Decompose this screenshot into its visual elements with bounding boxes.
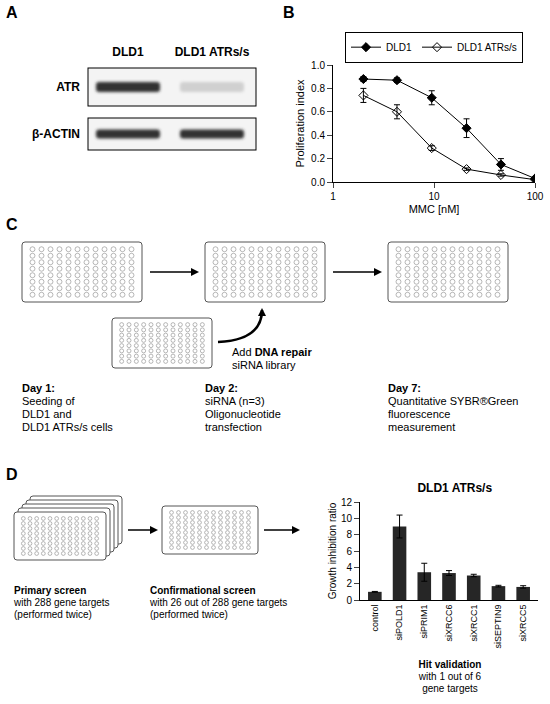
svg-text:Day 7:: Day 7: — [388, 382, 421, 394]
svg-text:D: D — [6, 466, 18, 483]
svg-text:C: C — [6, 216, 18, 233]
svg-text:Oligonucleotide: Oligonucleotide — [205, 408, 281, 420]
svg-text:Primary screen: Primary screen — [14, 585, 86, 596]
svg-text:2: 2 — [346, 578, 352, 589]
svg-text:β-ACTIN: β-ACTIN — [32, 127, 80, 141]
svg-text:fluorescence: fluorescence — [388, 408, 450, 420]
svg-text:A: A — [6, 4, 18, 21]
svg-text:B: B — [283, 4, 295, 21]
svg-text:(performed twice): (performed twice) — [14, 609, 92, 620]
svg-text:1.0: 1.0 — [311, 60, 325, 71]
svg-text:siXRCC5: siXRCC5 — [518, 605, 528, 642]
svg-text:0.4: 0.4 — [311, 130, 325, 141]
svg-text:8: 8 — [346, 529, 352, 540]
svg-text:4: 4 — [346, 562, 352, 573]
svg-text:Day 1:: Day 1: — [22, 382, 55, 394]
svg-text:(performed twice): (performed twice) — [150, 609, 228, 620]
svg-text:DLD1 ATRs/s: DLD1 ATRs/s — [175, 45, 250, 59]
svg-text:siRNA (n=3): siRNA (n=3) — [205, 395, 265, 407]
svg-text:with 288 gene targets: with 288 gene targets — [13, 597, 110, 608]
svg-text:Quantitative SYBR®Green: Quantitative SYBR®Green — [388, 395, 518, 407]
svg-text:0.6: 0.6 — [311, 106, 325, 117]
svg-text:DLD1 ATRs/s: DLD1 ATRs/s — [417, 481, 492, 495]
svg-text:Seeding of: Seeding of — [22, 395, 76, 407]
svg-text:ATR: ATR — [56, 80, 80, 94]
svg-text:Proliferation index: Proliferation index — [294, 79, 306, 168]
svg-text:0.8: 0.8 — [311, 83, 325, 94]
svg-text:DLD1 ATRs/s: DLD1 ATRs/s — [457, 42, 517, 53]
svg-text:DLD1 and: DLD1 and — [22, 408, 72, 420]
svg-text:DLD1: DLD1 — [386, 42, 412, 53]
svg-text:Day 2:: Day 2: — [205, 382, 238, 394]
svg-text:control: control — [370, 605, 380, 632]
svg-text:siPRIM1: siPRIM1 — [419, 605, 429, 639]
svg-text:12: 12 — [341, 497, 353, 508]
svg-text:Add DNA repair: Add DNA repair — [232, 346, 312, 358]
svg-text:100: 100 — [527, 191, 544, 202]
svg-text:Growth inhibition ratio: Growth inhibition ratio — [327, 502, 338, 599]
svg-text:0.0: 0.0 — [311, 177, 325, 188]
svg-text:MMC [nM]: MMC [nM] — [409, 203, 460, 215]
svg-text:DLD1 ATRs/s cells: DLD1 ATRs/s cells — [22, 421, 113, 433]
svg-text:siXRCC6: siXRCC6 — [444, 605, 454, 642]
svg-text:1: 1 — [330, 191, 336, 202]
svg-text:Confirmational screen: Confirmational screen — [150, 585, 256, 596]
svg-text:Hit validation: Hit validation — [419, 659, 482, 670]
svg-text:siXRCC1: siXRCC1 — [469, 605, 479, 642]
svg-text:with 26 out of 288 gene target: with 26 out of 288 gene targets — [149, 597, 287, 608]
svg-text:measurement: measurement — [388, 421, 455, 433]
svg-text:10: 10 — [341, 513, 353, 524]
svg-text:with 1 out of 6: with 1 out of 6 — [418, 671, 482, 682]
svg-text:siPOLD1: siPOLD1 — [394, 605, 404, 641]
svg-text:siRNA library: siRNA library — [232, 359, 296, 371]
svg-text:siSEPTIN9: siSEPTIN9 — [493, 605, 503, 649]
svg-text:10: 10 — [428, 191, 440, 202]
svg-text:6: 6 — [346, 546, 352, 557]
svg-text:DLD1: DLD1 — [112, 45, 144, 59]
svg-text:gene targets: gene targets — [422, 683, 478, 694]
svg-text:transfection: transfection — [205, 421, 262, 433]
svg-text:0.2: 0.2 — [311, 153, 325, 164]
svg-text:0: 0 — [346, 595, 352, 606]
